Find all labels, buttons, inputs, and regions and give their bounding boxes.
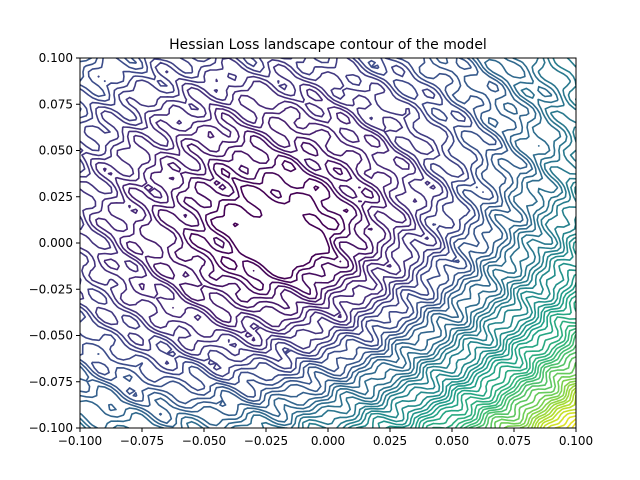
y-tick-label: 0.000 xyxy=(39,236,73,250)
x-tick-label: 0.050 xyxy=(435,434,469,448)
contour-line xyxy=(80,58,444,357)
contour-line xyxy=(157,134,374,303)
chart-title: Hessian Loss landscape contour of the mo… xyxy=(169,37,487,53)
contour-line xyxy=(490,356,576,428)
y-tick-label: 0.075 xyxy=(39,97,73,111)
contour-line xyxy=(546,411,576,428)
contour-line xyxy=(297,58,568,428)
y-tick-label: −0.075 xyxy=(29,375,73,389)
contour-line xyxy=(385,269,576,428)
contour-line xyxy=(80,58,540,428)
contour-line xyxy=(80,58,449,371)
contour-line xyxy=(119,106,407,328)
contour-line xyxy=(182,154,358,296)
contour-line xyxy=(80,58,503,405)
contour-line xyxy=(151,130,381,310)
contour-line xyxy=(188,160,349,291)
contour-line xyxy=(80,63,436,352)
contour-line xyxy=(342,97,576,428)
contour-line xyxy=(301,58,576,428)
y-tick-label: −0.100 xyxy=(29,421,73,435)
y-tick-label: −0.025 xyxy=(29,282,73,296)
y-tick-label: 0.050 xyxy=(39,144,73,158)
contour-line xyxy=(80,58,465,378)
contour-line xyxy=(418,290,576,428)
contour-line xyxy=(80,58,553,428)
contour-line xyxy=(519,380,576,428)
contour-line xyxy=(498,373,576,428)
contour-line xyxy=(80,58,471,381)
contour-line xyxy=(459,327,576,428)
x-tick-label: 0.025 xyxy=(373,434,407,448)
y-tick-label: 0.025 xyxy=(39,190,73,204)
x-tick-label: 0.075 xyxy=(497,434,531,448)
contour-line xyxy=(80,58,562,428)
y-axis: −0.100 −0.075 −0.050 −0.025 0.000 0.025 0.050 0… xyxy=(29,51,80,435)
contour-line xyxy=(80,58,528,425)
x-tick-label: 0.000 xyxy=(311,434,345,448)
contour-line xyxy=(566,418,576,428)
x-axis: −0.100 −0.075 −0.050 −0.025 0.000 0.025 0.050 0… xyxy=(58,428,593,448)
contour-lines xyxy=(80,58,576,428)
x-tick-label: −0.025 xyxy=(244,434,288,448)
contour-line xyxy=(530,384,576,428)
contour-line xyxy=(454,325,576,428)
contour-line xyxy=(95,88,412,342)
contour-line xyxy=(503,377,576,428)
contour-line xyxy=(526,382,576,428)
contour-line xyxy=(88,80,418,347)
contour-line xyxy=(542,408,576,428)
contour-line xyxy=(377,240,576,428)
contour-line xyxy=(484,351,576,428)
contour-line xyxy=(425,299,576,428)
contour-line xyxy=(421,295,576,428)
contour-line xyxy=(372,236,576,428)
y-tick-label: 0.100 xyxy=(39,51,73,65)
contour-line xyxy=(210,184,340,280)
contour-line xyxy=(571,422,576,428)
contour-line xyxy=(307,58,576,428)
x-tick-label: −0.075 xyxy=(120,434,164,448)
contour-line xyxy=(347,185,576,428)
x-tick-label: −0.100 xyxy=(58,434,102,448)
contour-line xyxy=(80,58,497,398)
x-tick-label: 0.100 xyxy=(559,434,593,448)
y-tick-label: −0.050 xyxy=(29,329,73,343)
contour-line xyxy=(536,389,576,428)
contour-line xyxy=(533,387,576,428)
contour-line xyxy=(494,361,576,428)
contour-line xyxy=(125,112,388,324)
x-tick-label: −0.050 xyxy=(182,434,226,448)
contour-line xyxy=(80,58,509,416)
contour-line xyxy=(80,58,534,428)
contour-line xyxy=(80,58,484,392)
contour-line xyxy=(414,281,576,428)
contour-line xyxy=(409,273,576,428)
